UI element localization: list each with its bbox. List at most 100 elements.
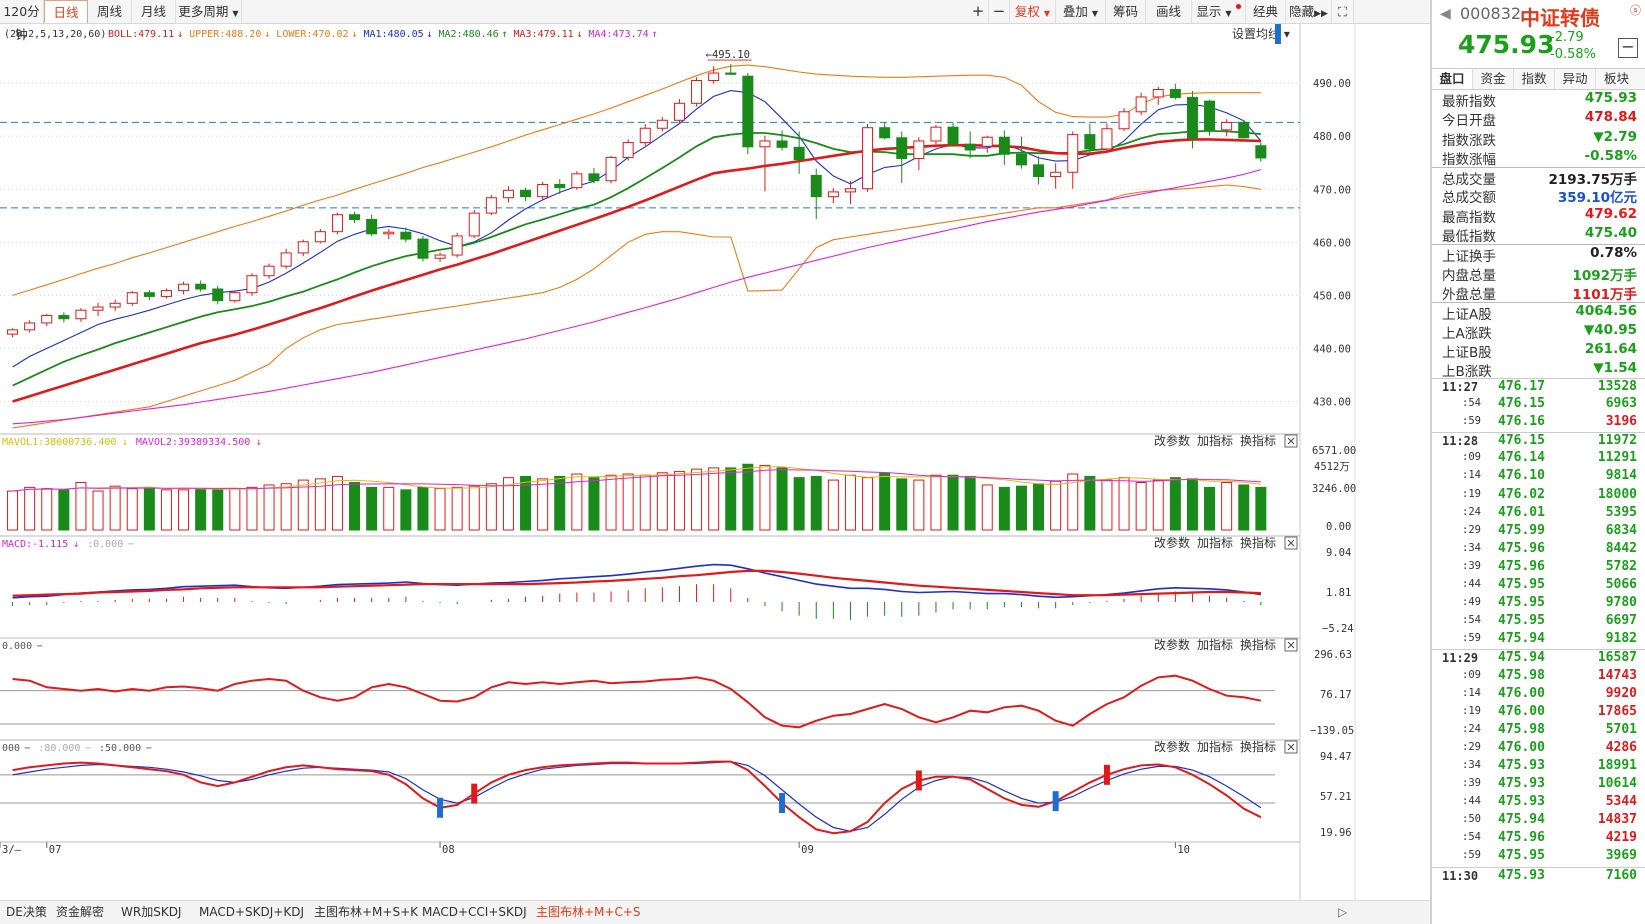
tab-orderbook[interactable]: 盘口 — [1432, 69, 1473, 89]
add-indicator-button: 加指标 — [1197, 433, 1233, 448]
stat-row: 指数涨跌 ▼2.79 — [1432, 129, 1645, 149]
volume-bar — [776, 467, 788, 531]
indicator-arrow: ↓ — [352, 29, 358, 40]
stat-row: 总成交量 2193.75万手 — [1432, 167, 1645, 188]
candle-body — [485, 197, 497, 214]
tab-macd-skdj-kdj[interactable]: MACD+SKDJ+KDJ — [199, 905, 304, 919]
prev-stock-icon[interactable]: ◀ — [1440, 6, 1451, 22]
volume-bar — [195, 488, 207, 531]
candle-body — [24, 322, 36, 331]
tick-volume: 18991 — [1597, 757, 1637, 773]
y-tick-label: 19.96 — [1320, 827, 1352, 839]
tab-boll-mccs[interactable]: 主图布林+M+C+S — [536, 905, 641, 919]
tick-row: :54 476.15 6963 — [1432, 396, 1645, 414]
tick-volume: 5782 — [1605, 558, 1637, 574]
y-tick-label: −139.05 — [1310, 725, 1354, 737]
stat-label: 内盘总量 — [1442, 267, 1496, 284]
tick-price: 475.96 — [1498, 830, 1545, 846]
draw-line-button[interactable]: 画线 — [1146, 0, 1192, 23]
tick-price: 476.00 — [1498, 685, 1545, 701]
tick-time: :19 — [1462, 704, 1481, 717]
tick-price: 475.93 — [1498, 776, 1545, 792]
tick-volume: 18000 — [1597, 486, 1637, 502]
series-line-ma3 — [12, 138, 1261, 403]
overlay-label: 叠加 — [1062, 4, 1088, 19]
tab-index[interactable]: 指数 — [1514, 69, 1555, 89]
volume-bar — [691, 468, 703, 531]
x-tick-label: 09 — [801, 844, 814, 856]
volume-bar — [708, 467, 720, 531]
close-icon — [1287, 641, 1295, 649]
collapse-icon[interactable]: − — [1618, 38, 1638, 58]
candle-body — [1118, 111, 1130, 130]
tick-volume: 4219 — [1605, 830, 1637, 846]
stat-label: 指数涨跌 — [1442, 132, 1496, 149]
tick-row: 11:28 476.15 11972 — [1432, 432, 1645, 450]
tab-anomaly[interactable]: 异动 — [1555, 69, 1596, 89]
edit-params-button: 改参数 — [1154, 535, 1190, 550]
hide-button[interactable]: 隐藏▶▶ — [1286, 0, 1332, 23]
candle-body — [588, 173, 600, 182]
volume-bar — [246, 486, 258, 531]
info-icon[interactable]: ⓢ — [1630, 4, 1641, 17]
y-tick-label: 296.63 — [1314, 649, 1352, 661]
candle-body — [126, 292, 138, 304]
candle-body — [964, 143, 976, 151]
tick-time: :44 — [1462, 795, 1481, 808]
period-month[interactable]: 月线 — [132, 0, 176, 23]
tab-de-decision[interactable]: DE决策 — [6, 905, 47, 919]
period-day[interactable]: 日线 — [44, 0, 88, 23]
x-tick-label: 3/— — [2, 844, 22, 856]
classic-button[interactable]: 经典 — [1246, 0, 1286, 23]
tab-funds[interactable]: 资金 — [1473, 69, 1514, 89]
indicator-arrow: − — [37, 641, 43, 652]
tab-macd-cci-skdj[interactable]: MACD+CCI+SKDJ — [422, 905, 527, 919]
candle-body — [280, 252, 292, 267]
tick-volume: 6963 — [1605, 396, 1637, 412]
cci-line — [12, 674, 1262, 729]
volume-bar — [656, 472, 668, 531]
tick-time: :34 — [1462, 541, 1481, 554]
scroll-right-icon[interactable]: ▷ — [1338, 905, 1348, 919]
chart-area[interactable]: 430.00 440.00 450.00 460.00 470.00 480.00 490.… — [0, 24, 1430, 924]
tick-row: :34 475.93 18991 — [1432, 758, 1645, 776]
volume-bar — [605, 474, 617, 531]
overlay-dropdown[interactable]: 叠加 ▼ — [1056, 0, 1106, 23]
candle-body — [297, 241, 309, 254]
tick-volume: 17865 — [1597, 703, 1637, 719]
period-120min[interactable]: 120分钟 — [0, 0, 44, 42]
tick-price: 476.10 — [1498, 468, 1545, 484]
tick-price: 475.93 — [1498, 867, 1545, 883]
candle-body — [691, 79, 703, 104]
stat-row: 指数涨幅 -0.58% — [1432, 147, 1645, 168]
y-tick-label: 76.17 — [1320, 689, 1352, 701]
volume-bar — [554, 475, 566, 531]
volume-bar — [588, 477, 600, 531]
tick-row: :59 475.94 9182 — [1432, 631, 1645, 649]
tab-fund-decode[interactable]: 资金解密 — [56, 905, 105, 919]
volume-bar — [947, 474, 959, 531]
tick-price: 475.95 — [1498, 613, 1545, 629]
zoom-in-button[interactable]: + — [968, 0, 989, 23]
volume-bar — [981, 484, 993, 531]
chevron-down-icon: ▼ — [1091, 9, 1099, 18]
y-tick-label: 6571.00 — [1312, 445, 1356, 457]
volume-bar — [366, 486, 378, 531]
tick-price: 475.99 — [1498, 522, 1545, 538]
tick-time: :19 — [1462, 487, 1481, 500]
display-dropdown[interactable]: 显示 ▼ — [1192, 0, 1246, 23]
adjust-price-dropdown[interactable]: 复权 ▼ — [1010, 0, 1056, 23]
zoom-out-button[interactable]: − — [989, 0, 1010, 23]
volume-bar — [913, 479, 925, 531]
tab-wr-skdj[interactable]: WR加SKDJ — [121, 905, 182, 919]
tab-boll-mskk[interactable]: 主图布林+M+S+K — [314, 905, 419, 919]
volume-bar — [673, 471, 685, 531]
fullscreen-icon[interactable]: ⛶ — [1332, 0, 1354, 23]
stat-value: -0.58% — [1584, 147, 1637, 164]
kline-chart[interactable]: 430.00 440.00 450.00 460.00 470.00 480.00 490.… — [0, 24, 1430, 900]
period-week[interactable]: 周线 — [88, 0, 132, 23]
tab-sector[interactable]: 板块 — [1603, 71, 1629, 86]
chips-button[interactable]: 筹码 — [1106, 0, 1146, 23]
more-periods-dropdown[interactable]: 更多周期 ▼ — [176, 0, 242, 23]
volume-bar — [75, 482, 87, 531]
